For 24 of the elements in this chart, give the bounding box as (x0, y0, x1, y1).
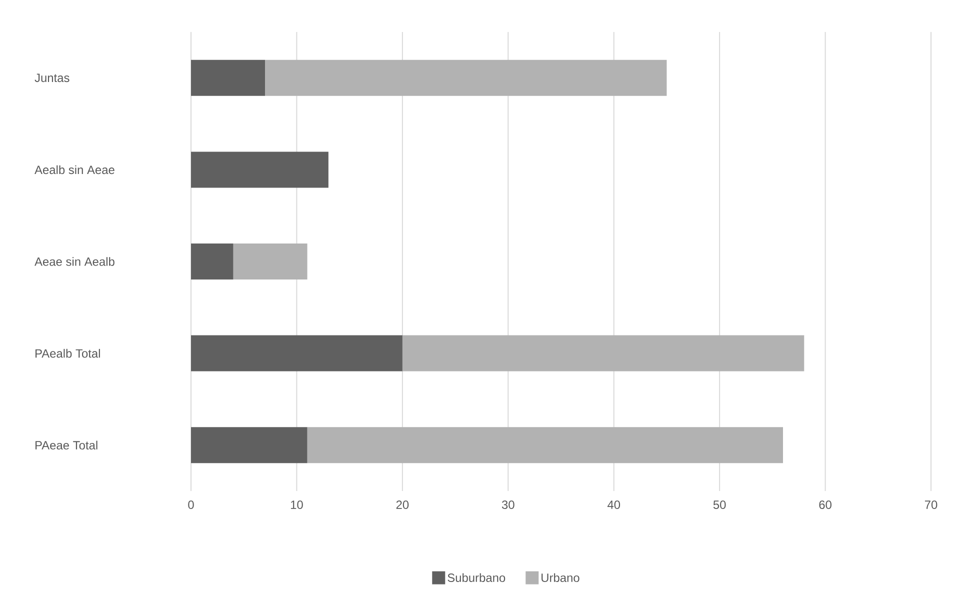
x-tick-label: 20 (396, 500, 409, 509)
bar (233, 244, 308, 280)
x-tick-label: 40 (607, 500, 620, 509)
y-tick-label: PAealb Total (36, 348, 100, 358)
bar (191, 244, 234, 280)
y-tick-label: Aeae sin Aealb (34, 257, 114, 266)
y-tick-label: Aealb sin Aeae (34, 165, 114, 174)
bar (265, 60, 667, 96)
y-tick-label: PAeae Total (36, 440, 98, 450)
bar (307, 427, 784, 464)
x-tick-label: 30 (502, 500, 514, 509)
bar (191, 335, 402, 372)
x-tick-label: 0 (188, 500, 194, 509)
bar (402, 335, 804, 372)
bar (191, 427, 308, 464)
bar (191, 60, 265, 96)
x-tick-label: 60 (819, 500, 832, 509)
legend-label: Suburbano (448, 573, 506, 582)
x-tick-label: 70 (924, 500, 938, 509)
bar (191, 152, 328, 188)
x-tick-label: 50 (713, 500, 726, 509)
legend-label: Urbano (542, 573, 580, 582)
x-tick-label: 10 (290, 500, 303, 509)
y-tick-label: Juntas (34, 74, 70, 82)
